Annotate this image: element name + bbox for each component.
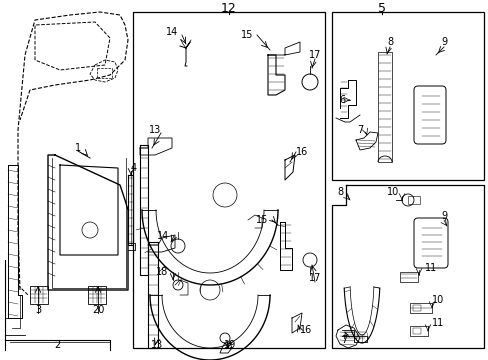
- Text: 4: 4: [131, 163, 137, 173]
- Bar: [30, 286, 48, 304]
- Text: 20: 20: [92, 305, 104, 315]
- Bar: [97, 68, 112, 78]
- Bar: [377, 52, 391, 162]
- Text: 9: 9: [440, 37, 446, 47]
- Text: 7: 7: [340, 335, 346, 345]
- Bar: [407, 196, 419, 204]
- Text: 3: 3: [35, 305, 41, 315]
- Text: 16: 16: [299, 325, 311, 335]
- Text: 15: 15: [255, 215, 267, 225]
- Text: 17: 17: [308, 273, 321, 283]
- Bar: [409, 326, 427, 336]
- Bar: [331, 12, 483, 180]
- Text: 18: 18: [156, 267, 168, 277]
- Text: 10: 10: [431, 295, 443, 305]
- Text: 14: 14: [157, 231, 169, 241]
- Bar: [133, 12, 325, 348]
- Bar: [412, 328, 420, 334]
- Text: 11: 11: [424, 263, 436, 273]
- Text: 6: 6: [338, 95, 345, 105]
- Bar: [412, 305, 420, 311]
- Text: 16: 16: [295, 147, 307, 157]
- Text: 10: 10: [386, 187, 398, 197]
- Text: 13: 13: [148, 125, 161, 135]
- Text: 11: 11: [431, 318, 443, 328]
- Text: 8: 8: [337, 187, 343, 197]
- Text: 14: 14: [165, 27, 178, 37]
- Text: 5: 5: [377, 1, 385, 14]
- Text: 7: 7: [356, 125, 362, 135]
- Bar: [399, 272, 417, 282]
- Text: 9: 9: [440, 211, 446, 221]
- Text: 13: 13: [151, 340, 163, 350]
- Text: 2: 2: [54, 340, 60, 350]
- Bar: [88, 286, 106, 304]
- Text: 1: 1: [75, 143, 81, 153]
- Text: 8: 8: [386, 37, 392, 47]
- Bar: [409, 303, 431, 313]
- Text: 17: 17: [308, 50, 321, 60]
- Text: 19: 19: [224, 340, 236, 350]
- Text: 15: 15: [240, 30, 253, 40]
- Text: 12: 12: [221, 1, 236, 14]
